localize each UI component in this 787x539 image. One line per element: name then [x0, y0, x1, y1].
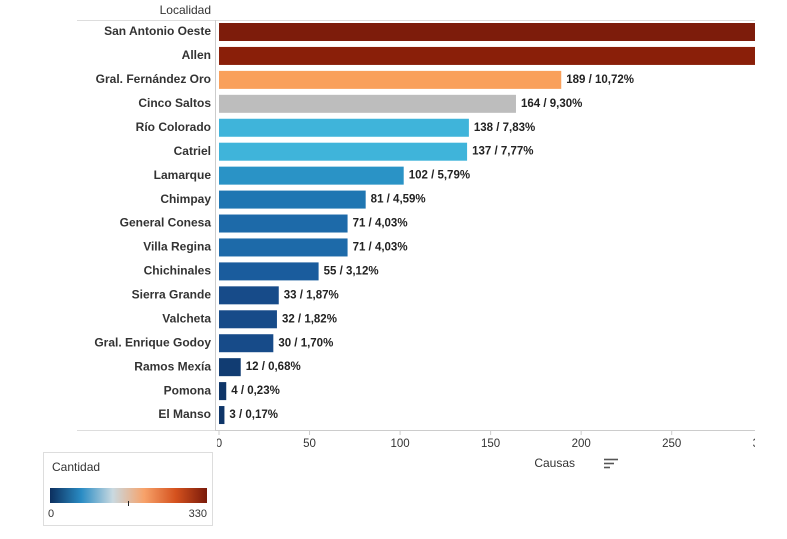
value-label: 12 / 0,68% [246, 361, 301, 373]
legend-max: 330 [189, 508, 207, 520]
bar [219, 358, 241, 377]
value-label: 3 / 0,17% [229, 409, 278, 421]
bar [219, 70, 562, 89]
x-tick-label: 250 [662, 438, 681, 450]
category-label: Cinco Saltos [138, 96, 211, 110]
legend-title: Cantidad [52, 460, 100, 474]
category-label: General Conesa [120, 216, 212, 230]
value-label: 4 / 0,23% [231, 385, 280, 397]
bar [219, 94, 516, 113]
bar [219, 214, 348, 233]
legend-gradient [50, 488, 207, 503]
bar [219, 334, 274, 353]
bar [219, 46, 755, 65]
category-label: Lamarque [154, 168, 212, 182]
category-label: Chichinales [144, 264, 212, 278]
value-label: 55 / 3,12% [324, 265, 379, 277]
category-label: Chimpay [160, 192, 211, 206]
bar [219, 166, 404, 185]
value-label: 137 / 7,77% [472, 146, 533, 158]
category-label: Villa Regina [143, 240, 211, 254]
value-label: 189 / 10,72% [566, 74, 634, 86]
plot-area: 0 50 100 150 200 250 300 189 / 10,72% 164 / 9,30… [216, 23, 772, 450]
sort-icon[interactable] [604, 458, 618, 469]
value-label: 33 / 1,87% [284, 289, 339, 301]
bar [219, 310, 277, 329]
bar [219, 238, 348, 257]
x-tick-label: 150 [481, 438, 500, 450]
bar [219, 142, 468, 161]
column-header: Localidad [160, 3, 211, 17]
category-label: Catriel [174, 144, 211, 158]
x-tick-label: 0 [216, 438, 222, 450]
bar [219, 23, 755, 41]
value-label: 102 / 5,79% [409, 170, 470, 182]
x-tick-label: 100 [390, 438, 409, 450]
category-label: Pomona [164, 383, 212, 397]
bar [219, 406, 225, 425]
value-label: 32 / 1,82% [282, 313, 337, 325]
value-label: 71 / 4,03% [353, 218, 408, 230]
category-label: Allen [182, 48, 211, 62]
legend-min: 0 [48, 508, 54, 520]
bar [219, 382, 227, 401]
x-tick-label: 50 [303, 438, 316, 450]
bar [219, 190, 366, 209]
x-tick-label: 200 [572, 438, 591, 450]
category-label: Ramos Mexía [134, 359, 211, 373]
category-label: El Manso [158, 407, 211, 421]
bar [219, 286, 279, 305]
category-label: Río Colorado [136, 120, 211, 134]
x-tick-label: 300 [753, 438, 772, 450]
value-label: 71 / 4,03% [353, 241, 408, 253]
value-label: 30 / 1,70% [278, 337, 333, 349]
value-label: 138 / 7,83% [474, 122, 535, 134]
value-label: 164 / 9,30% [521, 98, 582, 110]
value-label: 81 / 4,59% [371, 194, 426, 206]
bar [219, 262, 319, 281]
category-label: Valcheta [162, 311, 211, 325]
category-label: San Antonio Oeste [104, 24, 211, 38]
bar [219, 118, 469, 137]
category-label: Sierra Grande [132, 288, 212, 302]
category-label: Gral. Fernández Oro [96, 72, 211, 86]
category-label: Gral. Enrique Godoy [94, 335, 211, 349]
x-axis-title: Causas [534, 456, 575, 470]
